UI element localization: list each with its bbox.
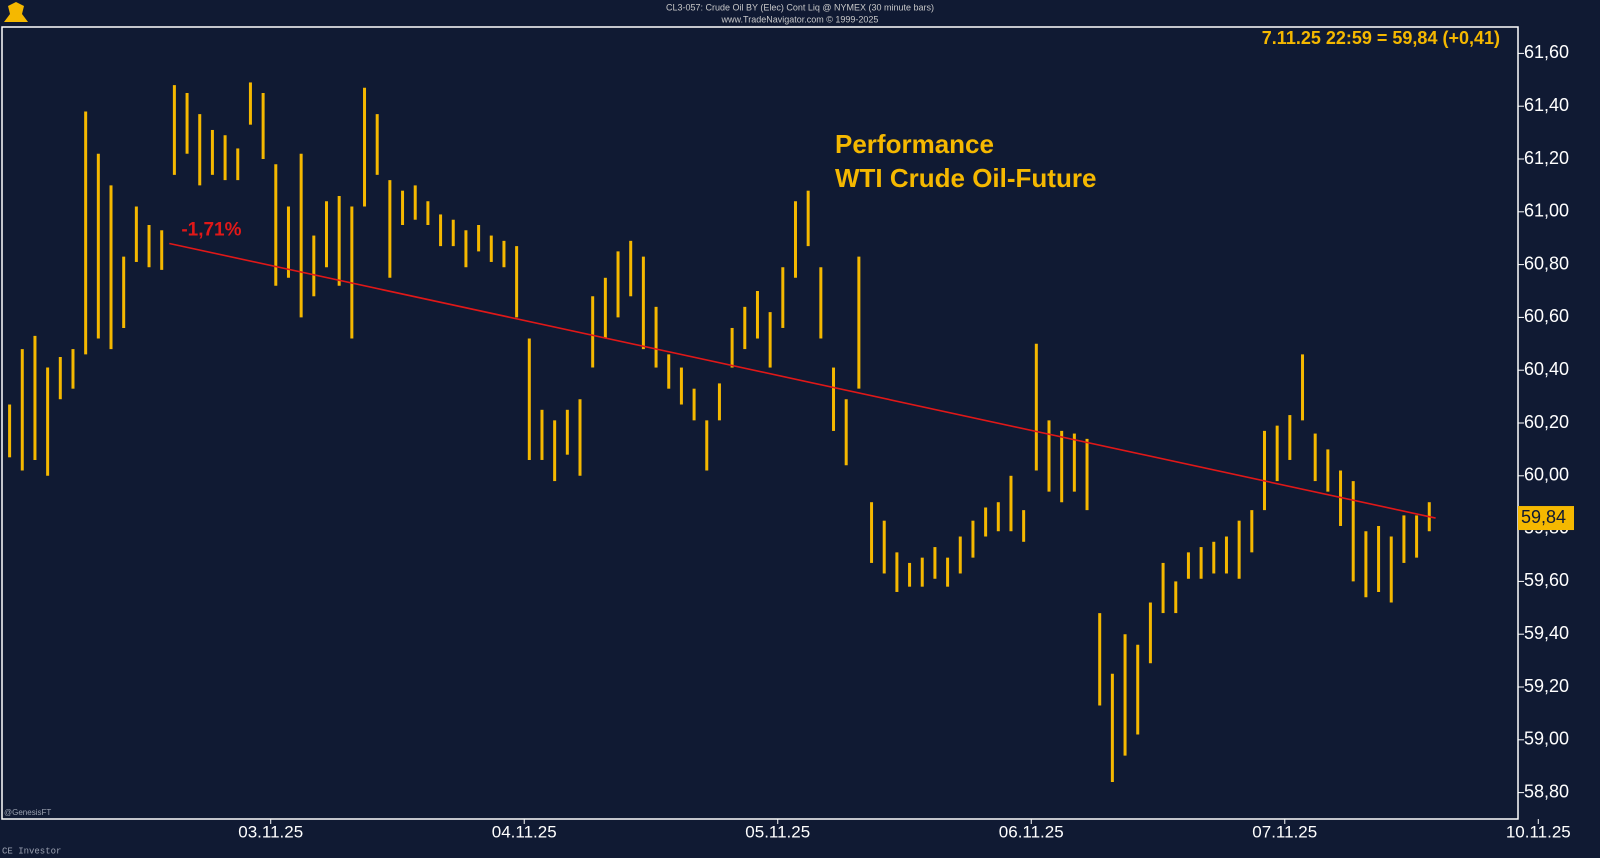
y-tick-label: 61,60 xyxy=(1524,42,1569,62)
y-tick-label: 59,40 xyxy=(1524,623,1569,643)
y-tick-label: 60,60 xyxy=(1524,306,1569,326)
y-tick-label: 61,20 xyxy=(1524,148,1569,168)
y-tick-label: 59,60 xyxy=(1524,570,1569,590)
x-tick-label: 06.11.25 xyxy=(999,822,1064,841)
y-tick-label: 61,00 xyxy=(1524,201,1569,221)
x-tick-label: 10.11.25 xyxy=(1506,822,1571,841)
last-quote: 7.11.25 22:59 = 59,84 (+0,41) xyxy=(1262,28,1500,48)
y-tick-label: 60,80 xyxy=(1524,253,1569,273)
footer: @GenesisFT xyxy=(4,808,51,817)
y-tick-label: 59,20 xyxy=(1524,676,1569,696)
last-price-label: 59,84 xyxy=(1521,507,1566,527)
x-tick-label: 04.11.25 xyxy=(492,822,557,841)
title: WTI Crude Oil-Future xyxy=(835,163,1096,193)
x-tick-label: 03.11.25 xyxy=(238,822,303,841)
last-price-box xyxy=(1518,506,1574,531)
trend-label: -1,71% xyxy=(181,219,241,240)
header: CL3-057: Crude Oil BY (Elec) Cont Liq @ … xyxy=(666,2,934,12)
y-tick-label: 59,00 xyxy=(1524,729,1569,749)
x-tick-label: 07.11.25 xyxy=(1252,822,1317,841)
subheader: www.TradeNavigator.com © 1999-2025 xyxy=(721,14,879,24)
trend-line xyxy=(169,242,1436,519)
y-tick-label: 58,80 xyxy=(1524,781,1569,801)
logo xyxy=(4,2,28,22)
y-tick-label: 60,20 xyxy=(1524,412,1569,432)
y-tick-label: 60,00 xyxy=(1524,465,1569,485)
y-tick-label: 60,40 xyxy=(1524,359,1569,379)
x-tick-label: 05.11.25 xyxy=(745,822,810,841)
y-tick-label: 61,40 xyxy=(1524,95,1569,115)
footer: CE Investor xyxy=(2,846,61,856)
title: Performance xyxy=(835,129,994,159)
